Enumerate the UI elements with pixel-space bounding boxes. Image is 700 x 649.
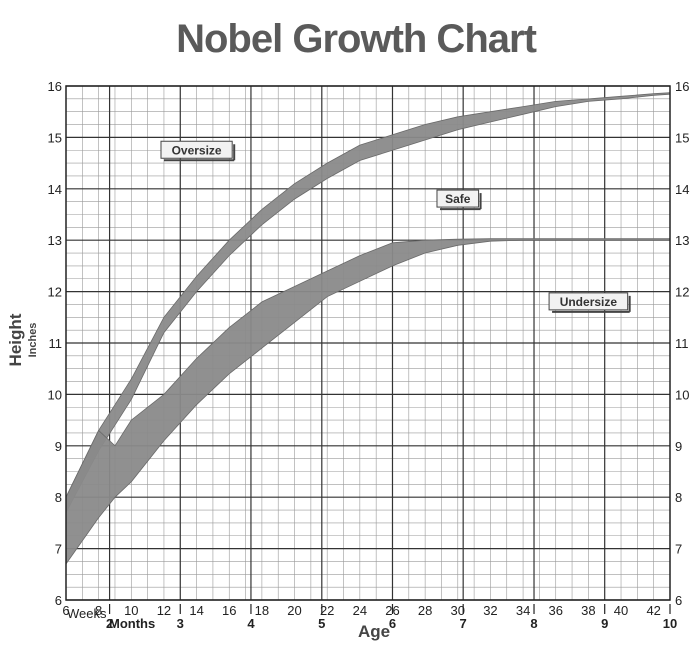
plot-frame (65, 85, 671, 601)
x-month-tick-label: 6 (389, 616, 396, 631)
y-tick-labels-right: 6 7 8 9 10 11 12 13 14 15 16 (675, 79, 689, 608)
y-tick-label-right: 15 (675, 130, 689, 145)
zone-label-oversize: Oversize (160, 140, 236, 162)
x-week-tick-label: 16 (222, 603, 236, 618)
x-month-tick-label: 8 (530, 616, 537, 631)
x-month-tick-label: 3 (177, 616, 184, 631)
zone-label-text: Safe (445, 192, 471, 206)
x-week-tick-label: 22 (320, 603, 334, 618)
x-week-tick-label: 12 (157, 603, 171, 618)
y-axis-unit: Inches (27, 323, 39, 358)
y-tick-label-right: 8 (675, 490, 682, 505)
y-tick-label: 8 (55, 490, 62, 505)
x-week-tick-label: 38 (581, 603, 595, 618)
x-month-tick-label: 10 (663, 616, 677, 631)
y-tick-label-right: 14 (675, 182, 689, 197)
y-tick-label-right: 12 (675, 285, 689, 300)
y-tick-label-right: 7 (675, 542, 682, 557)
weeks-unit-label: Weeks (67, 606, 107, 621)
zone-label-box (160, 140, 233, 159)
zone-label-safe: Safe (436, 189, 482, 211)
x-week-tick-labels: 6 8 10 12 14 16 18 20 22 24 26 28 30 32 34 36 38 40 42 (62, 603, 661, 618)
x-week-tick-label: 30 (451, 603, 465, 618)
x-week-tick-label: 42 (646, 603, 660, 618)
y-tick-label: 10 (48, 387, 62, 402)
months-unit-label: Months (109, 616, 155, 631)
x-month-tick-label: 9 (601, 616, 608, 631)
y-tick-label: 7 (55, 542, 62, 557)
y-axis-label: Height (6, 313, 25, 366)
y-tick-label-right: 13 (675, 233, 689, 248)
zone-labels: Oversize Safe Undersize (160, 140, 631, 313)
x-week-tick-label: 20 (287, 603, 301, 618)
y-tick-label: 6 (55, 593, 62, 608)
y-tick-label: 16 (48, 79, 62, 94)
zone-label-text: Oversize (172, 143, 222, 157)
x-week-tick-label: 36 (548, 603, 562, 618)
x-month-tick-label: 5 (318, 616, 325, 631)
x-week-tick-label: 6 (62, 603, 69, 618)
x-month-tick-label: 2 (106, 616, 113, 631)
x-week-tick-label: 10 (124, 603, 138, 618)
y-tick-label: 9 (55, 439, 62, 454)
x-week-tick-label: 24 (353, 603, 367, 618)
x-week-tick-label: 8 (95, 603, 102, 618)
x-month-tick-label: 7 (460, 616, 467, 631)
x-week-tick-label: 40 (614, 603, 628, 618)
x-week-tick-label: 32 (483, 603, 497, 618)
x-week-tick-label: 14 (189, 603, 203, 618)
y-tick-labels-left: 6 7 8 9 10 11 12 13 14 15 16 (48, 79, 62, 608)
zone-label-box (548, 292, 629, 311)
y-tick-label-right: 10 (675, 387, 689, 402)
y-tick-label: 13 (48, 233, 62, 248)
x-week-tick-label: 18 (255, 603, 269, 618)
y-tick-label-right: 6 (675, 593, 682, 608)
y-tick-label-right: 9 (675, 439, 682, 454)
x-week-tick-label: 28 (418, 603, 432, 618)
y-tick-label: 11 (49, 336, 63, 351)
zone-label-undersize: Undersize (548, 292, 631, 313)
y-tick-label: 15 (48, 130, 62, 145)
x-month-tick-labels: 2 3 4 5 6 7 8 9 10 (106, 604, 677, 631)
y-tick-label-right: 16 (675, 79, 689, 94)
x-month-tick-label: 4 (247, 616, 255, 631)
major-grid (66, 85, 670, 601)
growth-band-2 (65, 238, 671, 566)
x-week-tick-label: 34 (516, 603, 530, 618)
x-axis-label: Age (358, 622, 390, 641)
chart-title: Nobel Growth Chart (176, 17, 536, 61)
zone-label-text: Undersize (560, 295, 618, 309)
zone-label-box (436, 189, 480, 208)
y-tick-label: 14 (48, 182, 62, 197)
y-tick-label-right: 11 (675, 336, 689, 351)
y-tick-label: 12 (48, 285, 62, 300)
